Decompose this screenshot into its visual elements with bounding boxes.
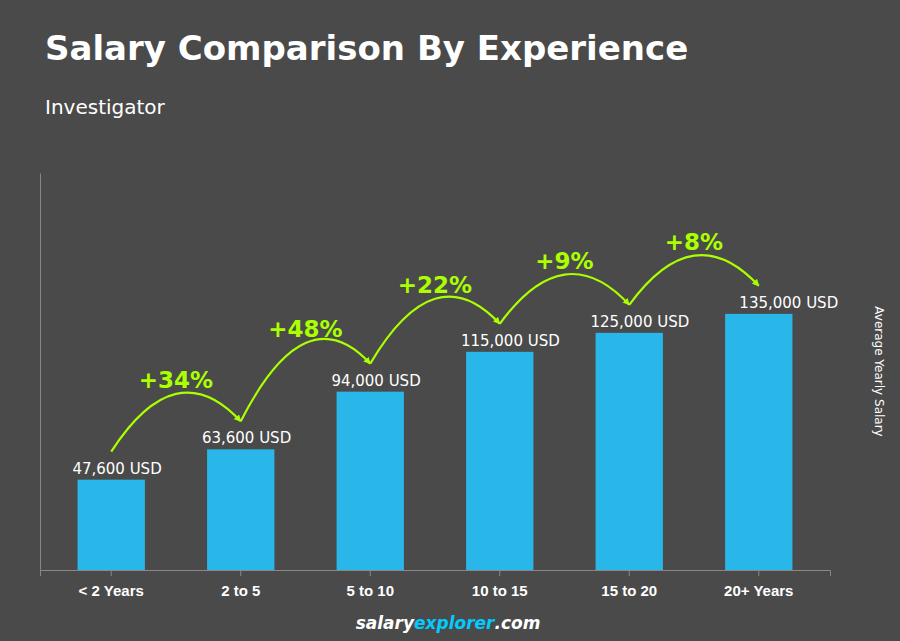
x-tick: 2 to 5 — [221, 570, 260, 599]
x-tick-label: 10 to 15 — [472, 582, 528, 599]
footer-text: salary — [356, 613, 415, 633]
title: Salary Comparison By Experience — [45, 28, 688, 68]
bar — [337, 392, 404, 570]
change-arrow — [111, 393, 241, 452]
x-axis-line — [41, 571, 831, 577]
bar — [725, 314, 792, 570]
data-label: 47,600 USD — [72, 460, 161, 478]
x-axis: < 2 Years 2 to 5 5 to 10 10 to 15 15 to 20 20… — [41, 570, 831, 599]
background — [0, 0, 900, 641]
data-label: 135,000 USD — [739, 294, 838, 312]
data-labels: 47,600 USD 63,600 USD 94,000 USD 115,000 US… — [72, 294, 838, 478]
annotations: +34% +48% +22% +9% +8% — [111, 229, 759, 452]
change-arrow — [241, 339, 371, 421]
change-label: +34% — [139, 367, 213, 393]
y-axis-line — [40, 174, 41, 571]
x-tick-label: < 2 Years — [79, 582, 144, 599]
x-tick-mark — [629, 570, 630, 576]
change-label: +8% — [665, 229, 723, 255]
change-label: +22% — [398, 272, 472, 298]
change-label: +9% — [535, 248, 593, 274]
y-axis-title: Average Yearly Salary — [872, 306, 886, 436]
x-tick-label: 5 to 10 — [346, 582, 394, 599]
bar — [78, 480, 145, 570]
plot: < 2 Years 2 to 5 5 to 10 10 to 15 15 to 20 20… — [41, 174, 839, 599]
data-label: 94,000 USD — [331, 372, 420, 390]
bars — [78, 314, 793, 570]
change-label: +48% — [268, 316, 342, 342]
y-axis — [40, 174, 41, 571]
x-tick: < 2 Years — [79, 570, 144, 599]
footer-text: explorer — [414, 613, 496, 633]
change-arrow — [500, 274, 630, 324]
footer: salaryexplorer.com — [356, 613, 541, 633]
x-tick-label: 2 to 5 — [221, 582, 260, 599]
x-tick-mark — [370, 570, 371, 576]
x-tick: 10 to 15 — [472, 570, 528, 599]
data-label: 63,600 USD — [202, 429, 291, 447]
subtitle: Investigator — [45, 95, 166, 119]
x-tick-mark — [499, 570, 500, 576]
x-tick-mark — [758, 570, 759, 576]
change-arrow — [629, 255, 759, 305]
bar — [466, 352, 533, 570]
footer-text: .com — [494, 613, 540, 633]
x-tick-mark — [240, 570, 241, 576]
bar — [596, 333, 663, 570]
data-label: 115,000 USD — [461, 332, 560, 350]
x-tick-label: 20+ Years — [724, 582, 793, 599]
data-label: 125,000 USD — [590, 313, 689, 331]
bar — [207, 449, 274, 570]
x-tick: 15 to 20 — [601, 570, 657, 599]
x-tick: 20+ Years — [724, 570, 793, 599]
chart: Salary Comparison By Experience Investiga… — [0, 0, 900, 641]
change-arrow — [370, 297, 500, 364]
x-tick-mark — [111, 570, 112, 576]
x-tick-label: 15 to 20 — [601, 582, 657, 599]
x-tick: 5 to 10 — [346, 570, 394, 599]
